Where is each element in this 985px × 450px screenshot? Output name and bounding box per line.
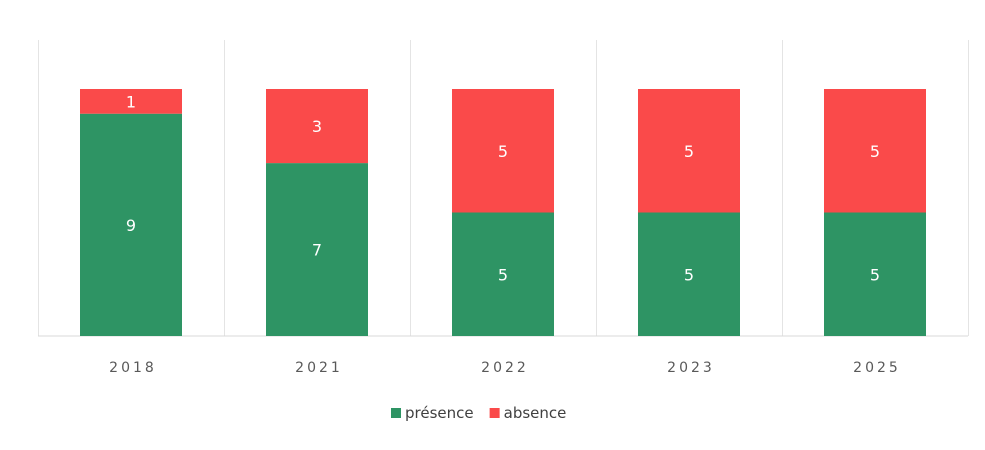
category-dividers [38,40,969,336]
legend-label-absence: absence [504,404,567,422]
data-label: 7 [312,241,322,260]
bar-segment-presence-2023 [638,212,740,336]
data-label: 5 [684,265,694,284]
legend: présence absence [391,404,566,422]
bar-segment-presence-2018 [80,113,182,336]
bar-segment-presence-2022 [452,212,554,336]
bar-segment-absence-2021 [266,89,368,164]
data-label: 5 [870,142,880,161]
x-tick-labels: 2018 2021 2022 2023 2025 [109,360,901,376]
data-label: 9 [126,216,136,235]
bar-segment-presence-2025 [824,212,926,336]
x-tick-label: 2022 [481,360,529,376]
data-label: 5 [870,265,880,284]
legend-label-presence: présence [405,404,474,422]
bars-group [80,89,926,336]
data-label: 3 [312,117,322,136]
x-tick-label: 2023 [667,360,715,376]
legend-swatch-absence [489,408,500,418]
bar-segment-absence-2023 [638,89,740,213]
x-tick-label: 2018 [109,360,157,376]
data-label: 5 [498,142,508,161]
data-labels-group: 9 1 7 3 5 5 5 5 5 5 [126,92,880,284]
data-label: 1 [126,92,136,111]
bar-segment-absence-2025 [824,89,926,213]
bar-segment-absence-2022 [452,89,554,213]
x-tick-label: 2025 [853,360,901,376]
data-label: 5 [684,142,694,161]
bar-segment-absence-2018 [80,89,182,114]
bar-segment-presence-2021 [266,163,368,336]
data-label: 5 [498,265,508,284]
legend-swatch-presence [391,408,401,418]
x-tick-label: 2021 [295,360,343,376]
